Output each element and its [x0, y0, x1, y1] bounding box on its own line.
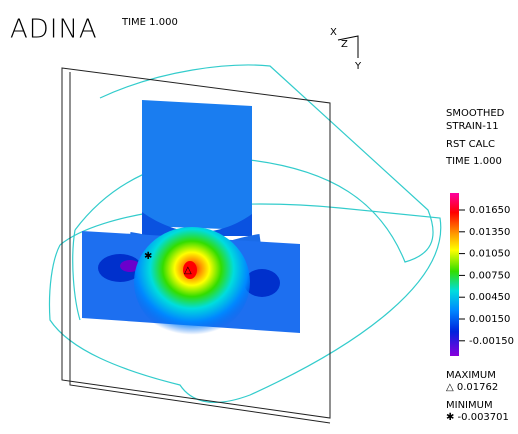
tick-label: 0.01350	[469, 227, 510, 238]
screen: ADINA TIME 1.000 X Z Y △ ✱ SMOOTHED ST	[0, 0, 518, 434]
minimum-label: MINIMUM	[446, 400, 493, 411]
legend: SMOOTHED STRAIN-11 RST CALC TIME 1.000 M…	[445, 108, 514, 423]
legend-line: STRAIN-11	[446, 121, 499, 132]
legend-line: TIME 1.000	[445, 156, 502, 167]
triad-x: X	[330, 27, 337, 38]
maximum-value: △ 0.01762	[446, 382, 498, 393]
tick-label: 0.01050	[469, 249, 510, 260]
time-label: TIME 1.000	[121, 17, 178, 28]
tick-label: 0.00750	[469, 270, 510, 281]
max-marker: △	[184, 265, 192, 276]
logo: ADINA	[10, 15, 98, 45]
color-bar	[450, 193, 459, 356]
tick-label: 0.00150	[469, 314, 510, 325]
tick-label: 0.00450	[469, 292, 510, 303]
minimum-value: ✱ -0.003701	[446, 412, 509, 423]
legend-line: SMOOTHED	[446, 108, 505, 119]
tick-label: 0.01650	[469, 205, 510, 216]
contour-block: △ ✱	[82, 227, 300, 337]
triad-z: Z	[341, 39, 348, 50]
maximum-label: MAXIMUM	[446, 370, 496, 381]
tick-label: -0.00150	[469, 336, 514, 347]
triad-y: Y	[354, 61, 362, 72]
legend-line: RST CALC	[446, 139, 495, 150]
min-marker: ✱	[144, 251, 152, 262]
axis-triad: X Z Y	[330, 27, 362, 72]
